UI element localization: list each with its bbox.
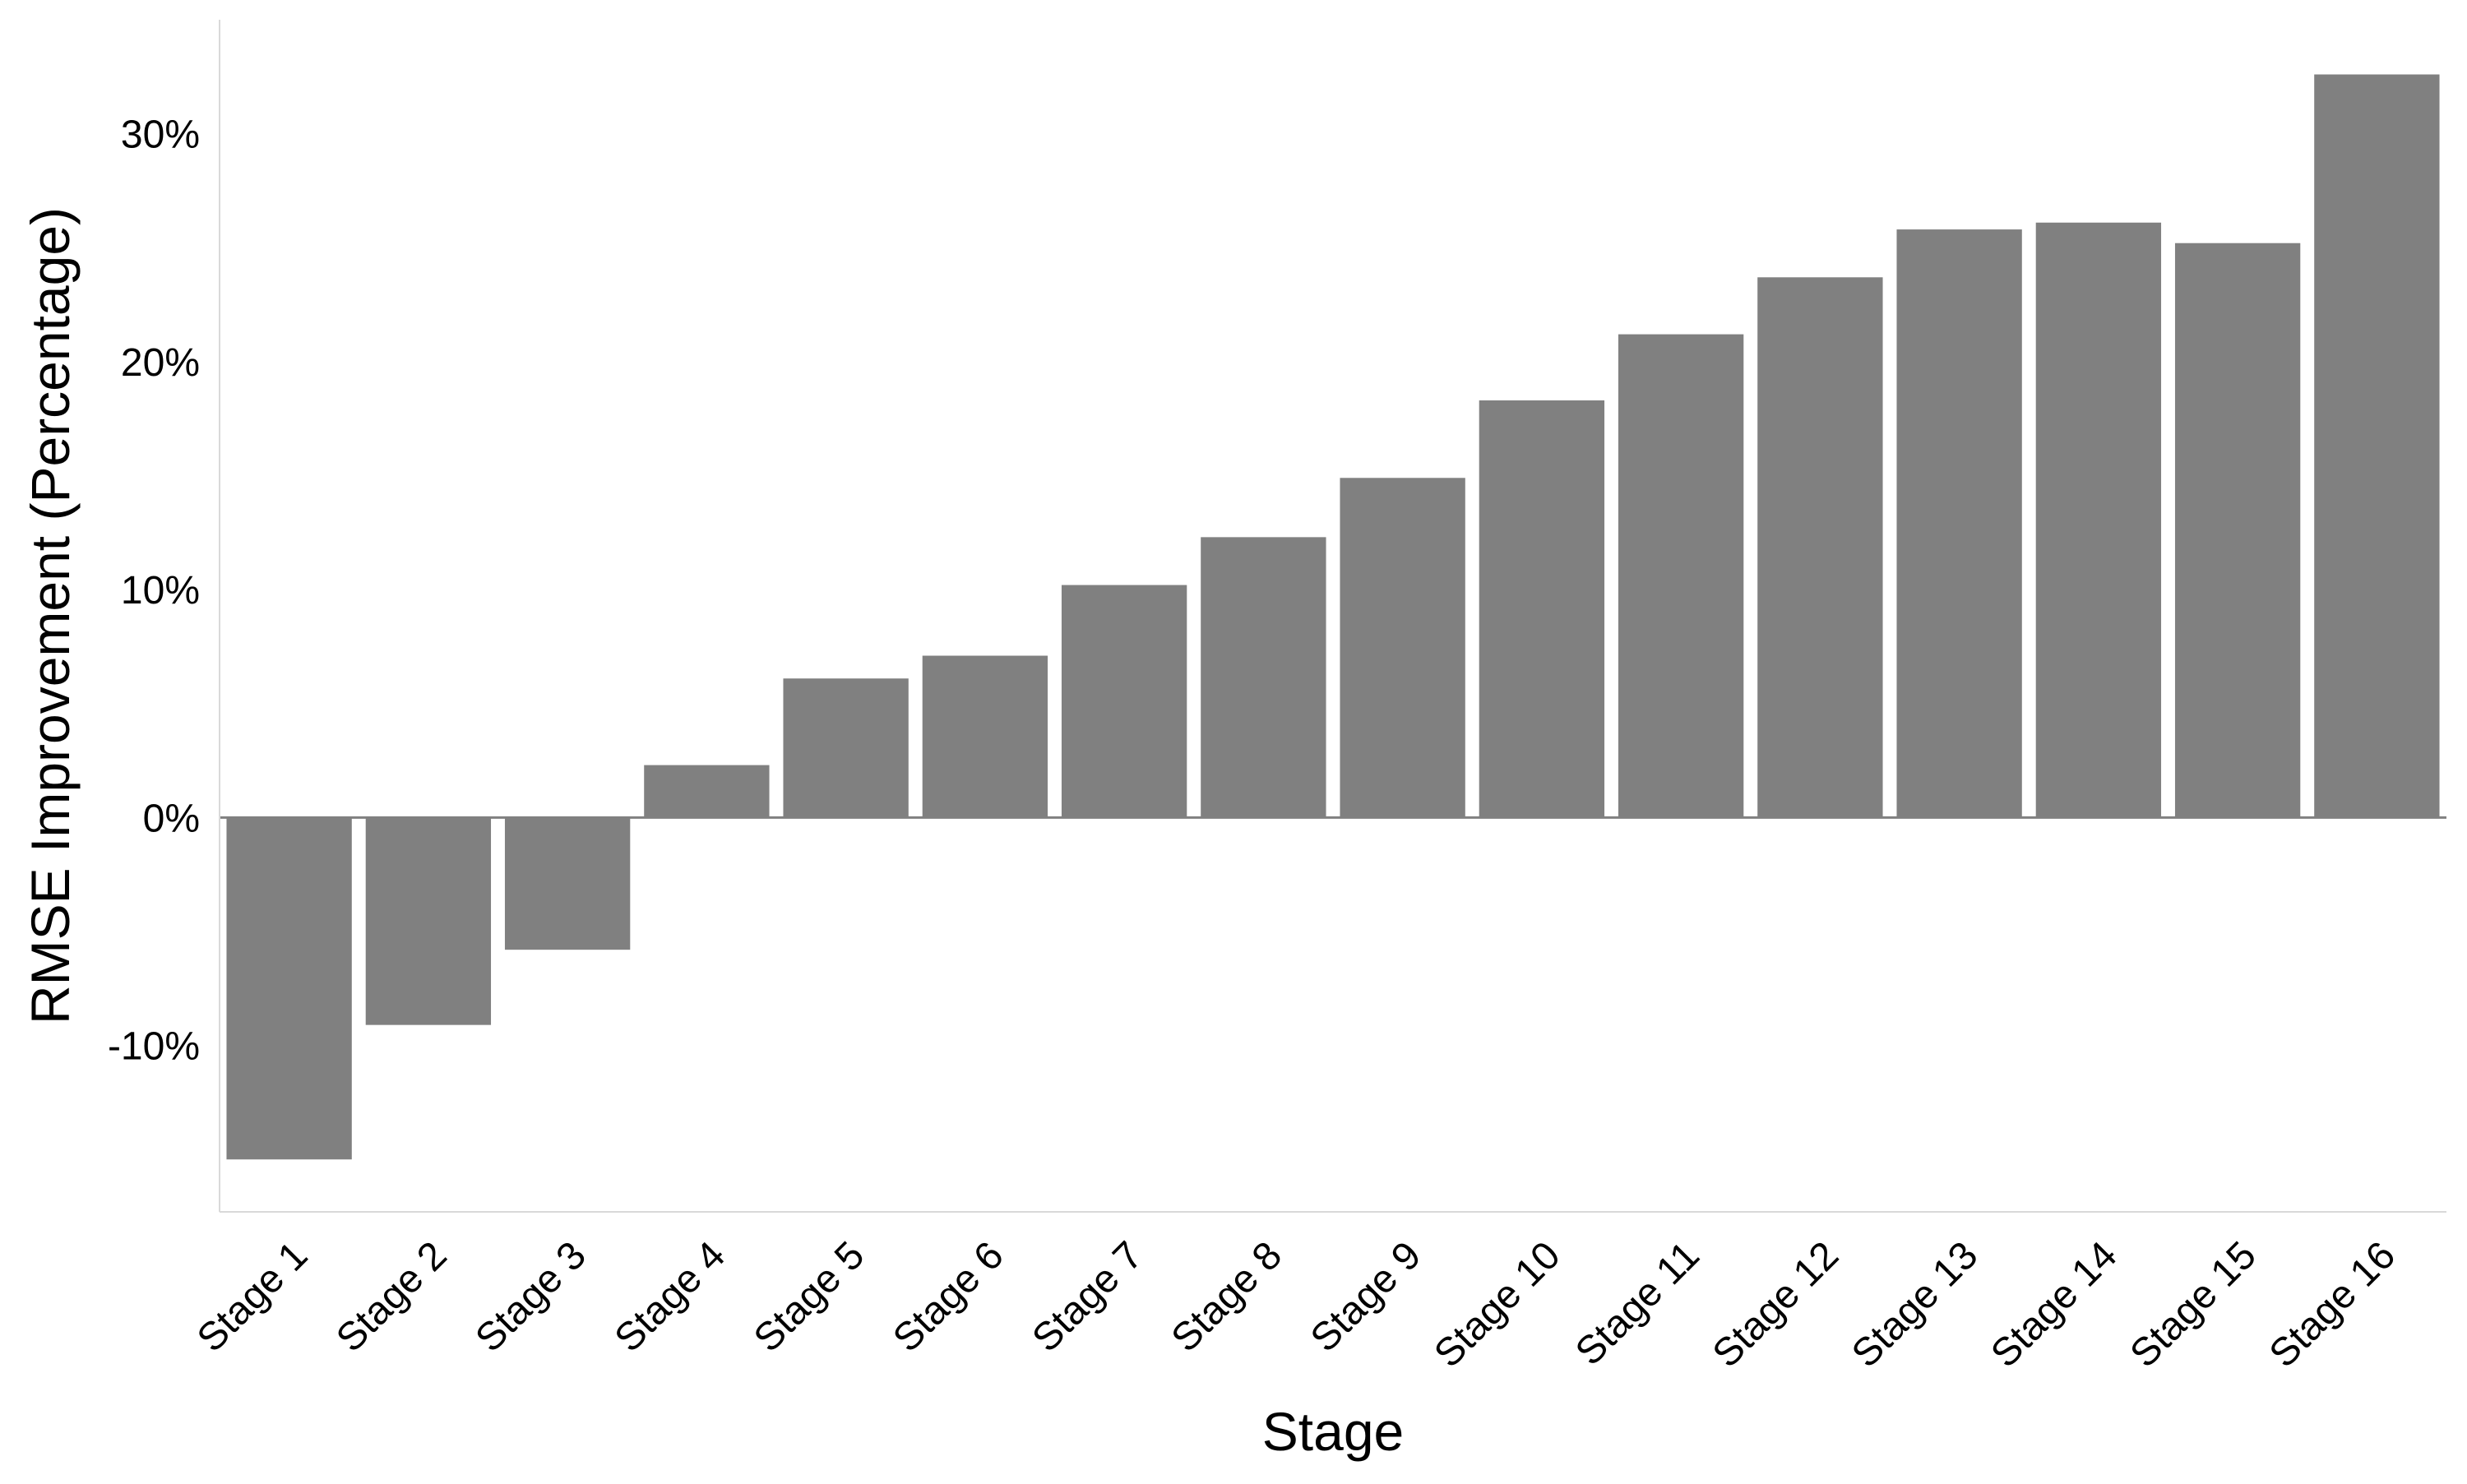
x-tick-label: Stage 13 <box>1844 1233 1986 1375</box>
x-tick-label: Stage 3 <box>467 1233 594 1360</box>
x-tick-label: Stage 2 <box>328 1233 455 1360</box>
y-tick-label: 0% <box>143 797 200 840</box>
bar-15 <box>2174 243 2301 818</box>
bar-9 <box>1340 478 1465 818</box>
x-tick-label: Stage 4 <box>607 1233 734 1360</box>
bar-1 <box>226 817 352 1160</box>
x-tick-label: Stage 5 <box>746 1233 872 1360</box>
x-axis-title: Stage <box>1262 1401 1404 1462</box>
bar-14 <box>2035 222 2162 818</box>
x-tick-label: Stage 8 <box>1164 1233 1290 1360</box>
x-tick-label: Stage 9 <box>1303 1233 1429 1360</box>
y-axis-title: RMSE Improvement (Percentage) <box>20 207 81 1024</box>
bar-3 <box>504 817 631 950</box>
y-tick-label: 20% <box>121 341 200 385</box>
bar-8 <box>1201 537 1326 818</box>
x-axis-ticks: Stage 1 Stage 2 Stage 3 Stage 4 Stage 5 Stage… <box>189 1233 2404 1375</box>
bar-11 <box>1618 334 1744 818</box>
bar-16 <box>2314 74 2440 818</box>
x-tick-label: Stage 12 <box>1705 1233 1847 1375</box>
bar-13 <box>1896 229 2022 818</box>
bar-2 <box>365 817 492 1025</box>
bar-7 <box>1061 585 1187 818</box>
x-tick-label: Stage 10 <box>1426 1233 1568 1375</box>
x-tick-label: Stage 14 <box>1983 1233 2125 1375</box>
y-tick-label: 30% <box>121 113 200 157</box>
bar-4 <box>644 765 770 818</box>
bar-5 <box>783 678 909 818</box>
x-tick-label: Stage 16 <box>2261 1233 2404 1375</box>
y-tick-label: 10% <box>121 569 200 613</box>
bar-6 <box>922 655 1048 818</box>
bar-12 <box>1757 277 1883 818</box>
y-axis-ticks: -10% 0% 10% 20% 30% <box>108 113 200 1069</box>
x-tick-label: Stage 11 <box>1567 1233 1708 1374</box>
x-tick-label: Stage 15 <box>2122 1233 2265 1375</box>
x-tick-label: Stage 6 <box>885 1233 1011 1360</box>
x-tick-label: Stage 7 <box>1024 1233 1150 1360</box>
y-tick-label: -10% <box>108 1025 200 1069</box>
bars-group <box>226 74 2440 1160</box>
bar-10 <box>1479 400 1605 818</box>
x-tick-label: Stage 1 <box>189 1233 316 1360</box>
